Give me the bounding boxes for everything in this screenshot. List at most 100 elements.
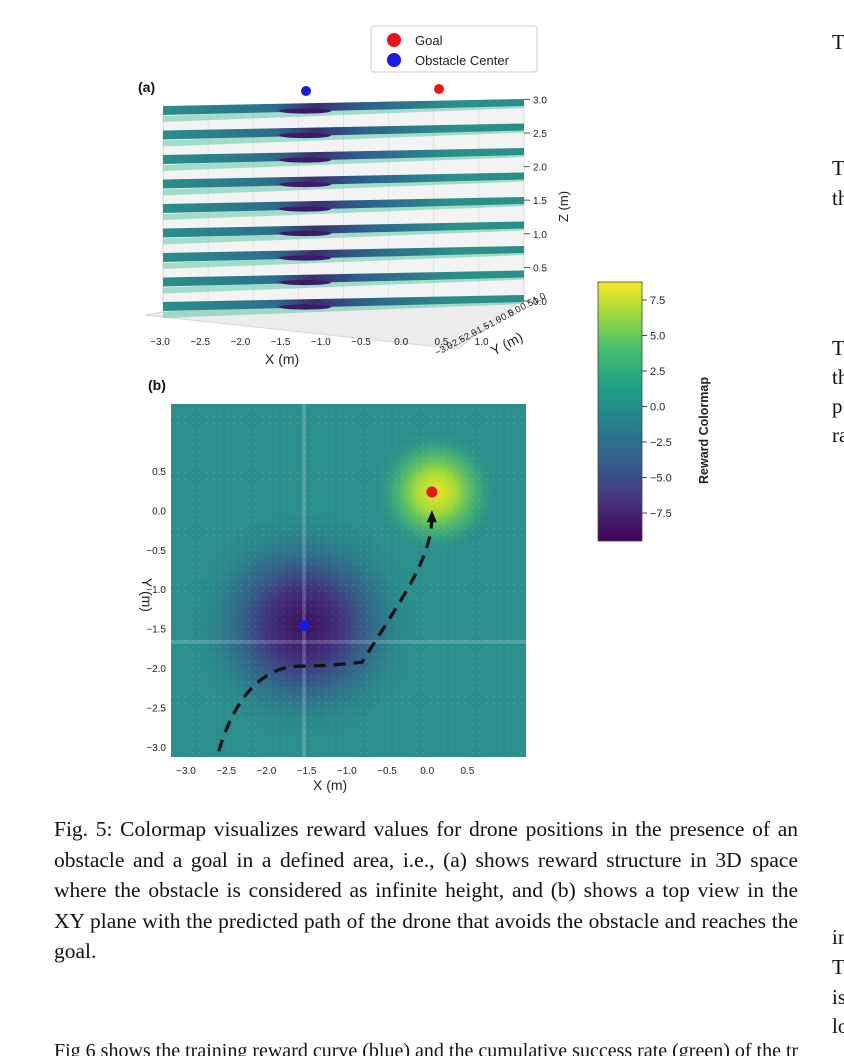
colorbar: 7.5 5.0 2.5 0.0 −2.5 −5.0 −7.5 Reward Colormap [597, 281, 711, 542]
panel-b-x-tick: −1.5 [297, 766, 317, 777]
right-column-fragment-3: th [832, 186, 844, 210]
right-column-fragment-8: in [832, 925, 844, 949]
panel-b-y-tick: −2.5 [146, 703, 166, 714]
goal-marker [426, 486, 438, 498]
panel-a-label: (a) [138, 79, 155, 95]
right-column-fragment-5: th [832, 365, 844, 389]
panel-b-x-tick: −1.0 [337, 766, 357, 777]
right-column-fragment-10: is [832, 985, 844, 1009]
legend-obstacle-marker [387, 53, 401, 67]
panel-a-x-tick: −2.5 [190, 337, 210, 348]
panel-b-y-tick: 0.5 [152, 467, 166, 478]
panel-a-layer [163, 295, 524, 318]
panel-a-3d-plot: −3.0 −2.5 −2.0 −1.5 −1.0 −0.5 0.0 0.5 1.0 0.00.5… [144, 84, 571, 367]
panel-a-x-tick: −1.5 [271, 337, 291, 348]
panel-a-layer-surface [163, 246, 524, 262]
panel-a-layer-surface [163, 270, 524, 287]
panel-a-z-tick: 0.5 [533, 263, 547, 274]
obstacle-center-marker [298, 620, 310, 632]
legend-obstacle-label: Obstacle Center [415, 53, 510, 68]
panel-a-z-tick: 2.5 [533, 129, 547, 140]
panel-b-xlabel: X (m) [313, 777, 347, 793]
panel-a-xlabel: X (m) [265, 351, 299, 367]
panel-b-heatmap: −3.0 −2.5 −2.0 −1.5 −1.0 −0.5 0.0 0.5 0.5 0.0 −0.… [139, 404, 526, 793]
next-paragraph-fragment: Fig 6 shows the training reward curve (b… [54, 1040, 798, 1056]
panel-a-y-tick: 0.5 [519, 297, 536, 313]
panel-a-layer-obstacle-dip [279, 132, 331, 139]
path-arrowhead [426, 510, 437, 523]
panel-a-layer-surface [163, 295, 524, 311]
panel-a-layer-surface [163, 123, 524, 140]
panel-a-z-tick: 1.0 [533, 230, 547, 241]
panel-a-layer [163, 172, 524, 196]
panel-a-layer-surface [163, 172, 524, 189]
colorbar-tick: 0.0 [650, 402, 665, 414]
panel-b-x-ticks: −3.0 −2.5 −2.0 −1.5 −1.0 −0.5 0.0 0.5 [176, 766, 475, 777]
panel-a-layer-surface [163, 99, 524, 115]
panel-a-layer-obstacle-dip [279, 304, 331, 310]
panel-a-layer-obstacle-dip [279, 181, 331, 188]
panel-a-layer [163, 221, 524, 245]
colorbar-tick: −2.5 [650, 437, 672, 449]
colorbar-label: Reward Colormap [697, 377, 711, 484]
panel-b-y-tick: −0.5 [146, 546, 166, 557]
panel-a-y-tick: 1.0 [531, 291, 548, 307]
panel-b-x-tick: −3.0 [176, 766, 196, 777]
right-column-fragment-6: p [832, 394, 843, 418]
panel-a-x-ticks: −3.0 −2.5 −2.0 −1.5 −1.0 −0.5 0.0 0.5 1.0 [150, 337, 489, 348]
panel-b-x-tick: 0.0 [420, 766, 434, 777]
panel-a-layer-obstacle-dip [279, 255, 331, 261]
panel-b-y-tick: 0.0 [152, 506, 166, 517]
panel-a-layer [163, 270, 524, 294]
panel-a-x-tick: −3.0 [150, 337, 170, 348]
panel-a-z-tick: 3.0 [533, 95, 547, 106]
legend-goal-label: Goal [415, 33, 443, 48]
figure-caption: Fig. 5: Colormap visualizes reward value… [54, 817, 798, 964]
colorbar-tick: 5.0 [650, 331, 665, 343]
colorbar-gradient [597, 281, 643, 542]
panel-a-layer-surface [163, 221, 524, 238]
panel-b-y-ticks: 0.5 0.0 −0.5 −1.0 −1.5 −2.0 −2.5 −3.0 [146, 467, 166, 754]
colorbar-tick: 7.5 [650, 295, 665, 307]
right-column-fragment-1: T [832, 30, 844, 54]
panel-b-y-tick: −2.0 [146, 664, 166, 675]
panel-a-layer-obstacle-dip [279, 157, 331, 163]
figure-5: Goal Obstacle Center (a) −3.0 −2.5 −2.0 −1.… [138, 25, 711, 793]
right-column-fragment-4: T [832, 336, 844, 360]
panel-a-layer [163, 99, 524, 122]
panel-a-x-tick: −0.5 [351, 337, 371, 348]
panel-a-layer [163, 123, 524, 147]
panel-a-y-tick: 0.0 [506, 304, 523, 320]
legend-goal-marker [387, 33, 401, 47]
panel-a-layer-surface [163, 197, 524, 213]
panel-a-layer-obstacle-dip [279, 230, 331, 237]
panel-a-layers [163, 99, 524, 318]
panel-a-obstacle-marker [301, 86, 311, 96]
panel-a-x-tick: −1.0 [311, 337, 331, 348]
panel-b-y-tick: −1.5 [146, 625, 166, 636]
panel-a-layer-obstacle-dip [279, 108, 331, 114]
right-column-fragment-9: T [832, 955, 844, 979]
panel-a-goal-marker [434, 84, 444, 94]
panel-b-y-tick: −3.0 [146, 743, 166, 754]
panel-a-layer [163, 197, 524, 220]
panel-a-x-tick: 1.0 [475, 337, 489, 348]
right-column-fragment-2: T [832, 156, 844, 180]
right-column-fragment-11: lo [832, 1014, 844, 1038]
legend: Goal Obstacle Center [370, 25, 538, 73]
panel-a-layer [163, 148, 524, 171]
panel-a-ylabel: Y (m) [488, 329, 526, 359]
panel-a-z-tick: 2.0 [533, 163, 547, 174]
panel-a-x-tick: −2.0 [231, 337, 251, 348]
panel-a-layer-obstacle-dip [279, 279, 331, 286]
panel-a-z-tick: 0.0 [533, 297, 547, 308]
panel-a-layer-obstacle-dip [279, 206, 331, 212]
panel-a-z-ticks: 0.0 0.5 1.0 1.5 2.0 2.5 3.0 [524, 95, 547, 308]
panel-b-x-tick: −0.5 [377, 766, 397, 777]
colorbar-tick: −5.0 [650, 473, 672, 485]
panel-a-layer-surface [163, 148, 524, 164]
panel-b-x-tick: −2.5 [216, 766, 236, 777]
right-column-fragment-7: ra [832, 423, 844, 447]
panel-a-layer [163, 246, 524, 269]
panel-b-y-tick: −1.0 [146, 585, 166, 596]
